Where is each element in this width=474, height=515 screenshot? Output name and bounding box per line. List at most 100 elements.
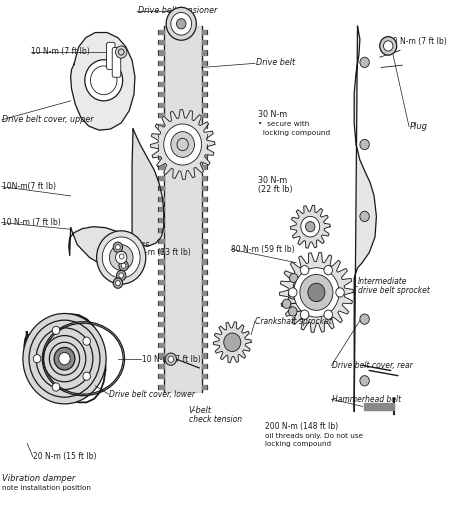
Polygon shape: [158, 113, 164, 117]
Text: 80 N-m (59 ft lb): 80 N-m (59 ft lb): [231, 245, 295, 254]
Polygon shape: [201, 50, 207, 55]
Polygon shape: [158, 312, 164, 316]
Text: Drive belt cover, lower: Drive belt cover, lower: [109, 390, 195, 399]
Polygon shape: [158, 50, 164, 55]
Circle shape: [116, 251, 127, 264]
Circle shape: [59, 353, 70, 365]
Polygon shape: [158, 249, 164, 253]
Text: Drive belt tensioner: Drive belt tensioner: [138, 7, 217, 15]
Polygon shape: [201, 40, 207, 44]
Circle shape: [283, 299, 291, 308]
Polygon shape: [158, 270, 164, 274]
Polygon shape: [201, 92, 207, 96]
Circle shape: [113, 242, 123, 252]
Circle shape: [117, 270, 126, 281]
Circle shape: [113, 278, 123, 288]
Polygon shape: [201, 218, 207, 222]
Polygon shape: [158, 61, 164, 65]
Polygon shape: [201, 82, 207, 86]
Circle shape: [360, 211, 369, 221]
Circle shape: [33, 354, 41, 363]
Polygon shape: [201, 197, 207, 201]
Polygon shape: [364, 403, 394, 409]
Polygon shape: [158, 228, 164, 232]
Circle shape: [52, 326, 60, 334]
Polygon shape: [201, 374, 207, 379]
Circle shape: [289, 288, 297, 297]
Polygon shape: [158, 124, 164, 128]
Circle shape: [300, 274, 333, 311]
Polygon shape: [201, 61, 207, 65]
Circle shape: [360, 140, 369, 150]
Text: Crankshaft sprocket: Crankshaft sprocket: [255, 317, 332, 325]
Circle shape: [224, 333, 241, 352]
Polygon shape: [354, 26, 376, 411]
Circle shape: [102, 237, 140, 278]
Circle shape: [97, 231, 146, 284]
Circle shape: [324, 266, 332, 275]
Circle shape: [360, 375, 369, 386]
Polygon shape: [201, 270, 207, 274]
Text: check tension: check tension: [189, 415, 242, 424]
Circle shape: [176, 19, 186, 29]
Circle shape: [171, 12, 191, 35]
Circle shape: [83, 372, 91, 380]
Polygon shape: [158, 197, 164, 201]
Polygon shape: [201, 113, 207, 117]
Polygon shape: [158, 333, 164, 337]
Polygon shape: [201, 291, 207, 295]
Polygon shape: [158, 134, 164, 138]
Polygon shape: [201, 385, 207, 389]
Circle shape: [360, 314, 369, 324]
Polygon shape: [201, 155, 207, 159]
Polygon shape: [201, 333, 207, 337]
Polygon shape: [69, 227, 136, 272]
Circle shape: [85, 60, 123, 101]
Text: 10 N-m (7 ft lb): 10 N-m (7 ft lb): [31, 47, 90, 56]
Polygon shape: [158, 364, 164, 368]
Circle shape: [289, 290, 297, 299]
Polygon shape: [158, 145, 164, 149]
Text: Drive belt: Drive belt: [256, 58, 295, 67]
Circle shape: [83, 337, 91, 345]
Circle shape: [293, 281, 302, 290]
Circle shape: [301, 310, 309, 319]
Circle shape: [116, 46, 127, 58]
Circle shape: [301, 216, 319, 237]
Text: Vibration damper: Vibration damper: [1, 474, 75, 483]
Polygon shape: [158, 40, 164, 44]
Text: note installation position: note installation position: [1, 485, 91, 491]
Circle shape: [52, 383, 60, 391]
Polygon shape: [158, 291, 164, 295]
Circle shape: [109, 245, 133, 270]
Polygon shape: [158, 29, 164, 33]
Text: 30 N-m: 30 N-m: [258, 176, 288, 185]
Circle shape: [301, 266, 309, 275]
Polygon shape: [158, 374, 164, 379]
Polygon shape: [158, 176, 164, 180]
Text: (22 ft lb): (22 ft lb): [258, 185, 293, 194]
Text: 20 N-m (15 ft lb): 20 N-m (15 ft lb): [33, 452, 96, 461]
Circle shape: [360, 57, 369, 67]
Polygon shape: [201, 280, 207, 284]
Text: Hammerhead bolt: Hammerhead bolt: [331, 395, 401, 404]
Text: •  secure with: • secure with: [258, 121, 310, 127]
Circle shape: [383, 41, 393, 51]
Polygon shape: [201, 343, 207, 347]
Polygon shape: [158, 280, 164, 284]
Text: 10N-m(7 ft lb): 10N-m(7 ft lb): [1, 182, 55, 191]
Circle shape: [119, 261, 128, 271]
Polygon shape: [158, 343, 164, 347]
Circle shape: [290, 273, 298, 283]
Text: 45 N-m (33 ft lb): 45 N-m (33 ft lb): [128, 248, 191, 258]
Text: 10 N-m (7 ft lb): 10 N-m (7 ft lb): [388, 37, 447, 46]
Circle shape: [168, 356, 173, 362]
Polygon shape: [151, 110, 215, 179]
Circle shape: [165, 353, 176, 365]
Polygon shape: [201, 165, 207, 169]
Polygon shape: [158, 353, 164, 357]
Polygon shape: [201, 238, 207, 243]
Circle shape: [119, 273, 124, 278]
Polygon shape: [158, 238, 164, 243]
Circle shape: [23, 314, 106, 404]
